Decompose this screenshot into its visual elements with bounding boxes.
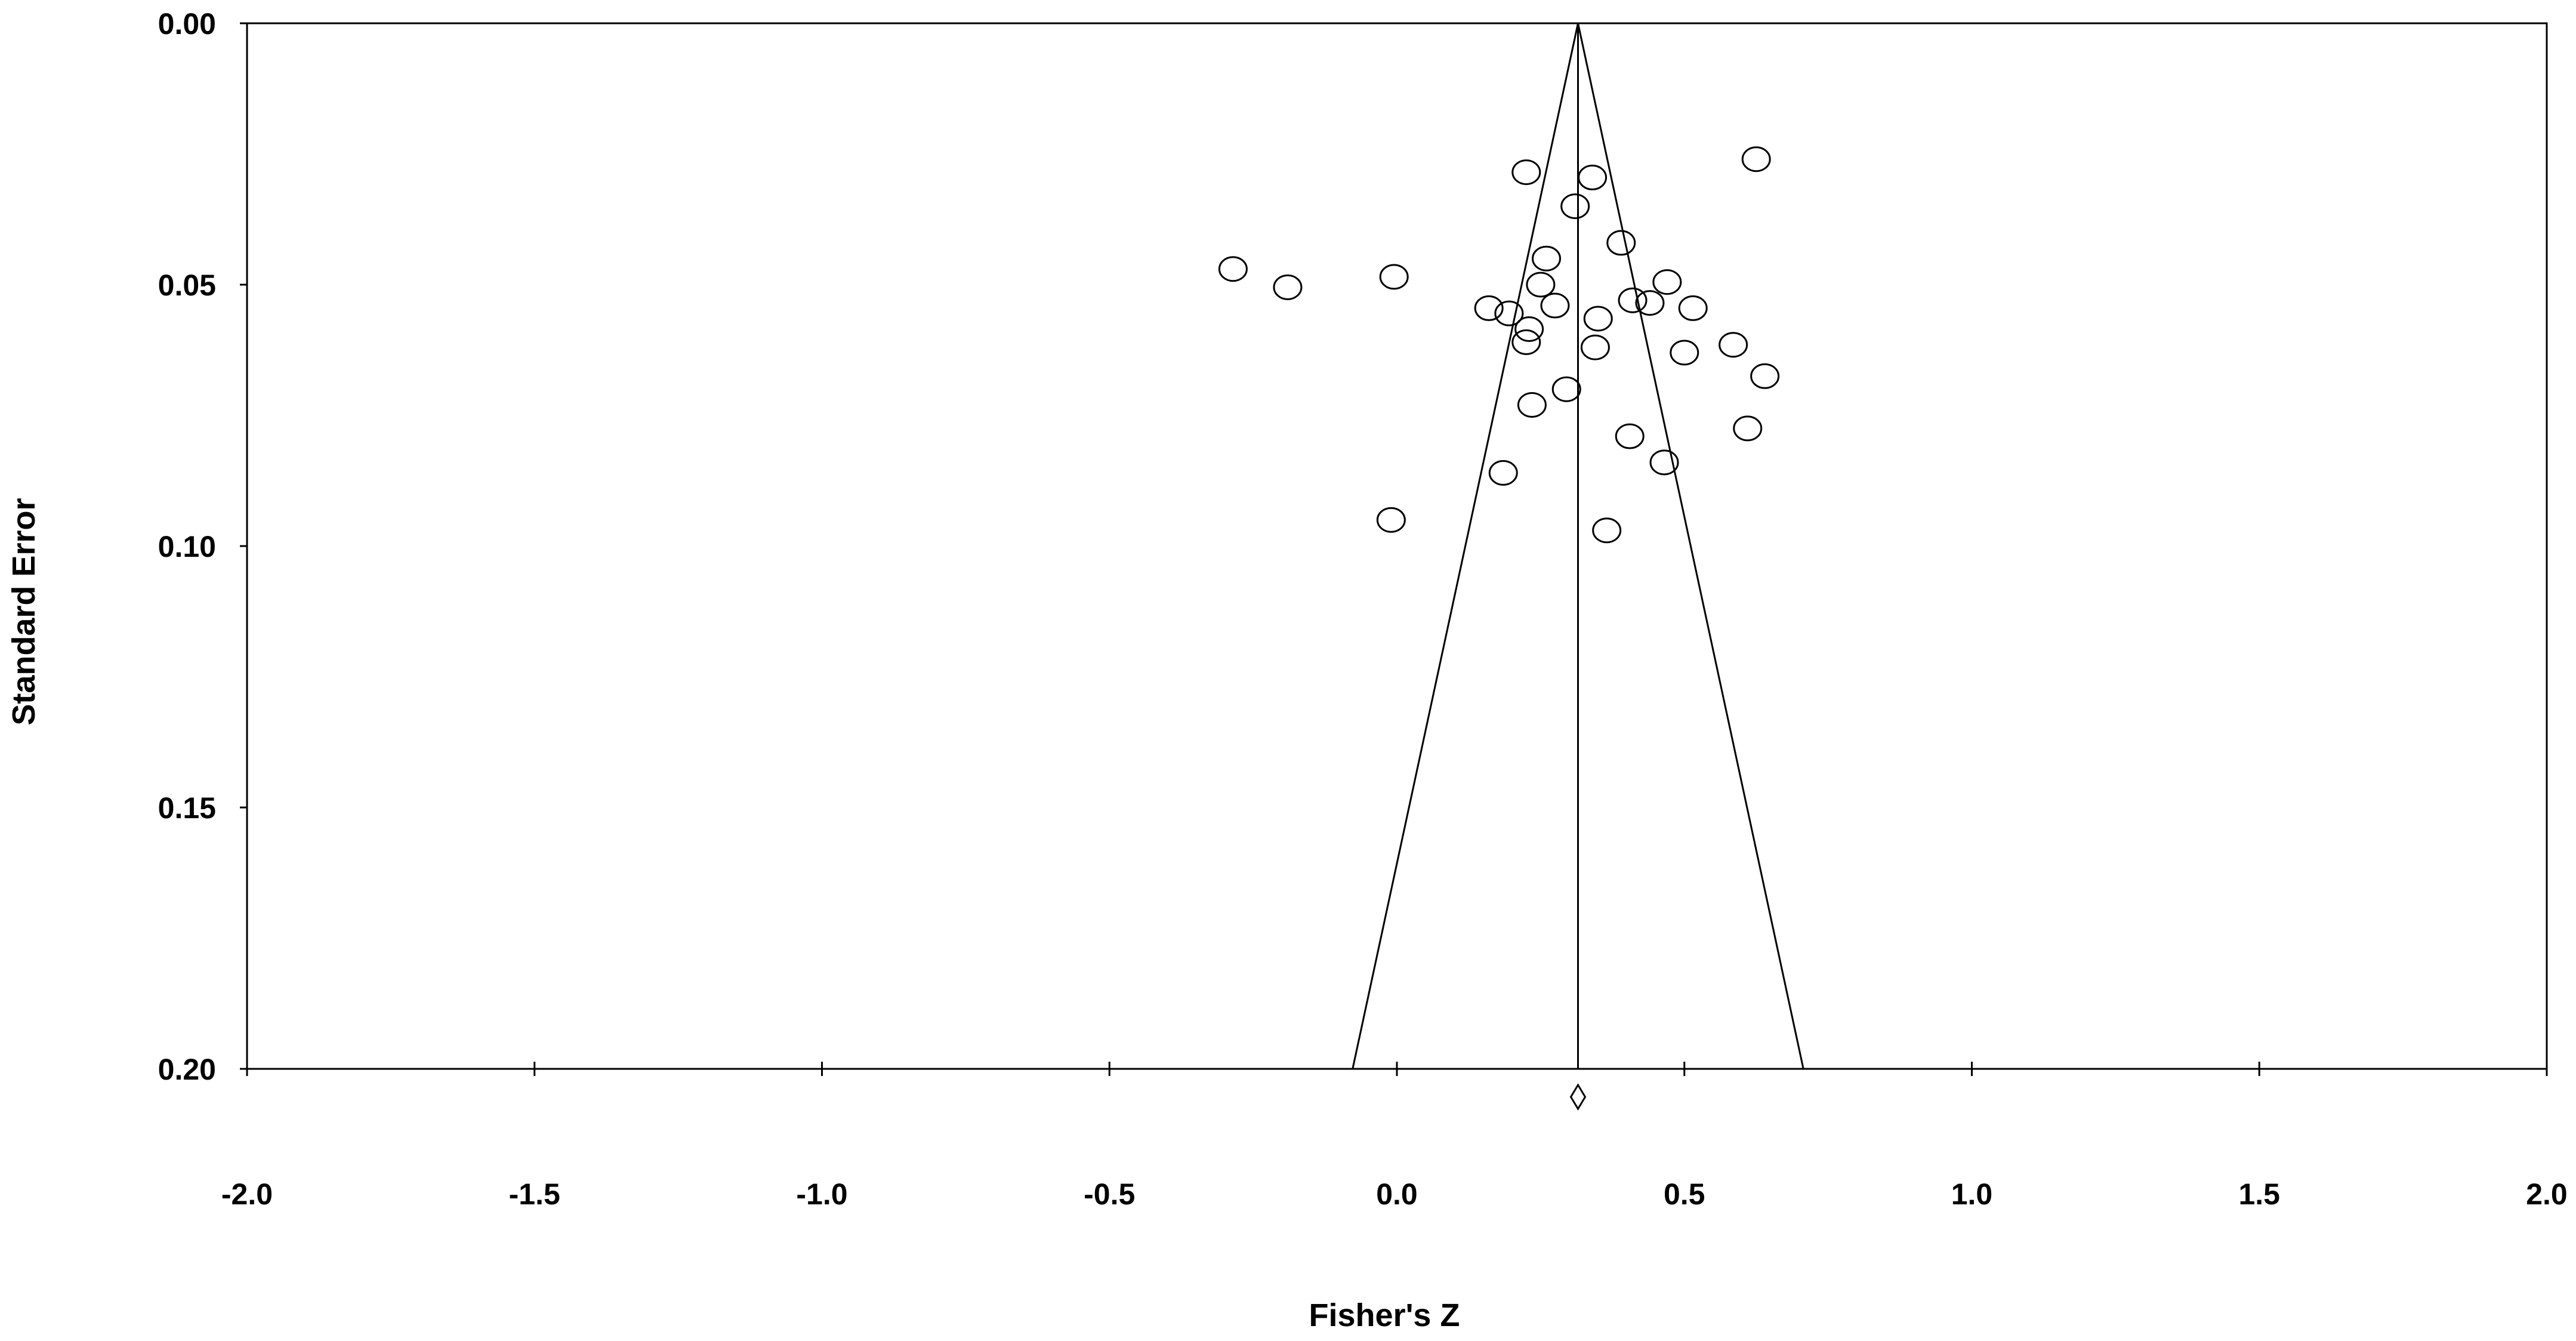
data-point <box>1560 193 1590 220</box>
data-point <box>1615 423 1645 449</box>
funnel-right-boundary <box>1577 23 1804 1069</box>
data-point <box>1580 334 1610 360</box>
data-point <box>1578 164 1608 190</box>
data-point <box>1511 329 1541 355</box>
data-point <box>1606 230 1636 256</box>
x-tick-label: 1.0 <box>1951 1177 1993 1211</box>
y-axis-ticks: 0.00 0.05 0.10 0.15 0.20 <box>158 7 247 1086</box>
data-point <box>1376 507 1406 533</box>
data-points <box>1218 146 1780 544</box>
x-tick-label: 0.0 <box>1376 1177 1418 1211</box>
data-point <box>1540 292 1570 319</box>
data-point <box>1719 332 1748 358</box>
data-point <box>1652 269 1682 295</box>
data-point <box>1618 287 1648 313</box>
y-tick-label: 0.05 <box>158 269 216 302</box>
y-tick-label: 0.15 <box>158 791 216 825</box>
data-point <box>1494 300 1524 326</box>
data-point <box>1592 517 1622 544</box>
funnel-left-boundary <box>1352 23 1579 1069</box>
plot-area-frame <box>246 22 2548 1070</box>
y-axis-title: Standard Error <box>6 498 42 725</box>
data-point <box>1488 460 1518 486</box>
y-tick-label: 0.00 <box>158 7 216 41</box>
x-tick-label: 1.5 <box>2238 1177 2280 1211</box>
x-tick-label: -0.5 <box>1084 1177 1135 1211</box>
data-point <box>1273 274 1303 300</box>
y-tick-label: 0.10 <box>158 530 216 563</box>
x-tick-label: -1.0 <box>796 1177 847 1211</box>
data-point <box>1551 376 1581 402</box>
data-point <box>1733 415 1763 442</box>
pooled-estimate-diamond <box>1569 1083 1587 1111</box>
data-point <box>1218 256 1248 282</box>
data-point <box>1514 316 1544 342</box>
data-point <box>1526 272 1556 298</box>
x-tick-label: -1.5 <box>509 1177 560 1211</box>
data-point <box>1750 363 1780 389</box>
data-point <box>1635 290 1665 316</box>
y-tick-label: 0.20 <box>158 1053 216 1086</box>
data-point <box>1741 146 1771 172</box>
pooled-estimate-group <box>1569 1083 1587 1111</box>
data-point <box>1532 245 1562 272</box>
x-axis-ticks: -2.0 -1.5 -1.0 -0.5 0.0 0.5 1.0 1.5 2.0 <box>221 1062 2568 1211</box>
x-tick-label: 2.0 <box>2526 1177 2568 1211</box>
data-point <box>1649 449 1679 476</box>
data-point <box>1678 295 1708 321</box>
data-point <box>1670 340 1699 366</box>
data-point <box>1583 306 1613 332</box>
data-point <box>1379 264 1409 290</box>
funnel-lines <box>1352 23 1804 1069</box>
x-axis-title: Fisher's Z <box>1309 1297 1460 1333</box>
data-point <box>1517 391 1547 418</box>
data-point <box>1474 295 1504 321</box>
x-tick-label: 0.5 <box>1664 1177 1705 1211</box>
data-point <box>1511 159 1541 186</box>
x-tick-label: -2.0 <box>221 1177 273 1211</box>
